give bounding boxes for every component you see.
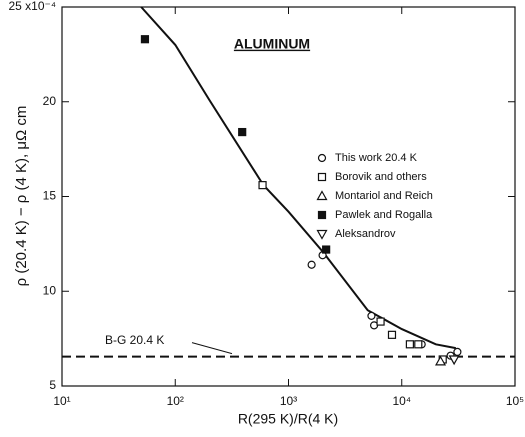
legend-marker <box>317 153 327 163</box>
legend-marker <box>317 172 327 182</box>
y-tick-label: 15 <box>43 189 57 203</box>
y-tick-label: 25 x10⁻⁴ <box>8 0 56 13</box>
point <box>367 311 376 320</box>
point <box>376 317 385 326</box>
y-axis-label: ρ (20.4 K) − ρ (4 K), μΩ cm <box>13 106 30 287</box>
x-axis-label: R(295 K)/R(4 K) <box>238 411 338 427</box>
reference-arrow <box>191 342 233 355</box>
point <box>453 347 462 356</box>
legend-marker <box>316 190 328 201</box>
y-tick-label: 10 <box>43 283 57 297</box>
x-tick-label: 10¹ <box>53 394 70 408</box>
reference-label: B-G 20.4 K <box>105 333 164 347</box>
x-tick-label: 10⁵ <box>506 394 524 408</box>
y-tick-label: 5 <box>49 378 56 392</box>
fit-curve <box>140 6 456 350</box>
plot-frame <box>61 6 516 387</box>
legend-label: Montariol and Reich <box>335 190 433 202</box>
legend-label: Borovik and others <box>335 171 427 183</box>
point <box>405 340 414 349</box>
annotation: ALUMINUM <box>234 36 310 52</box>
point <box>307 260 316 269</box>
point <box>258 181 267 190</box>
legend-label: Pawlek and Rogalla <box>335 209 433 221</box>
legend-marker <box>317 210 327 220</box>
point <box>414 340 423 349</box>
point <box>435 355 447 366</box>
y-tick-label: 20 <box>43 94 57 108</box>
legend-label: Aleksandrov <box>335 228 396 240</box>
point <box>387 330 397 339</box>
point <box>448 355 460 366</box>
legend-marker <box>316 229 328 240</box>
point <box>238 127 247 137</box>
x-tick-label: 10⁴ <box>392 394 411 408</box>
point <box>140 35 150 44</box>
x-tick-label: 10³ <box>280 394 297 408</box>
point <box>322 245 331 254</box>
legend-label: This work 20.4 K <box>335 152 418 164</box>
x-tick-label: 10² <box>167 394 184 408</box>
